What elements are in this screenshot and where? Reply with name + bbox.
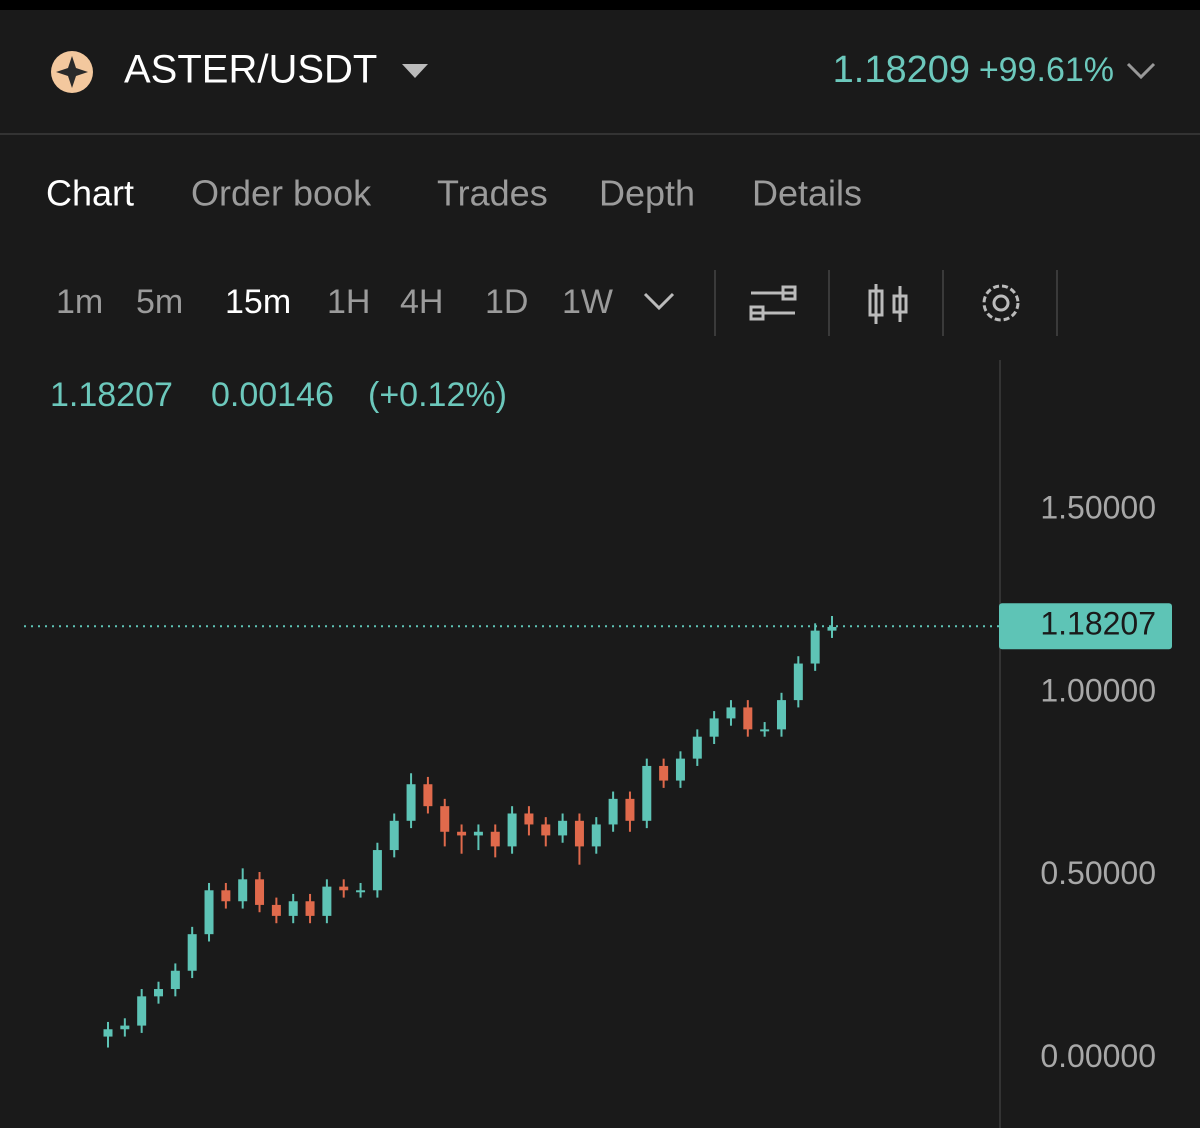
candle-body: [558, 820, 568, 836]
candle-body: [709, 718, 719, 737]
y-tick-label: 0.50000: [1040, 855, 1156, 891]
ohlc-change: 0.00146: [211, 376, 334, 414]
candle-body: [120, 1025, 130, 1030]
interval[interactable]: 1D: [485, 283, 528, 321]
candle-body: [103, 1029, 113, 1037]
candle-body: [793, 663, 803, 701]
interval[interactable]: 15m: [225, 283, 291, 321]
tab[interactable]: Depth: [599, 173, 695, 214]
candle-body: [574, 820, 584, 847]
interval[interactable]: 5m: [136, 283, 183, 321]
candle-body: [507, 813, 517, 847]
ohlc-close: 1.18207: [50, 376, 173, 414]
toolbar-separators: [714, 270, 1058, 336]
last-price-label: 1.18207: [1040, 606, 1156, 642]
candle-body: [255, 879, 265, 905]
candle-body: [760, 729, 770, 732]
y-tick-label: 1.50000: [1040, 489, 1156, 525]
candle-body: [406, 784, 416, 821]
candle-body: [170, 970, 180, 990]
candle-body: [776, 700, 786, 730]
settings-icon[interactable]: [982, 284, 1020, 322]
y-tick-label: 0.00000: [1040, 1038, 1156, 1074]
interval-bar: 1m 5m 15m 1H 4H 1D 1W: [56, 283, 613, 321]
candle-body: [389, 820, 399, 851]
candle-body: [675, 758, 685, 781]
interval[interactable]: 1m: [56, 283, 103, 321]
pair-dropdown[interactable]: [402, 64, 428, 78]
interval[interactable]: 4H: [400, 283, 443, 321]
candle-body: [642, 765, 652, 821]
candle-body: [322, 886, 332, 916]
candle-body: [810, 630, 820, 664]
tab[interactable]: Order book: [191, 173, 372, 214]
ohlc-change-pct: (+0.12%): [368, 376, 507, 414]
last-price: 1.18209: [833, 49, 970, 91]
tab[interactable]: Trades: [437, 173, 548, 214]
more-intervals[interactable]: [643, 292, 675, 311]
interval[interactable]: 1W: [562, 283, 613, 321]
candle-body: [608, 798, 618, 825]
candle-body: [457, 831, 467, 836]
tab[interactable]: Details: [752, 173, 862, 214]
candle-body: [154, 989, 164, 997]
tab[interactable]: Chart: [46, 173, 134, 214]
candle-body: [692, 736, 702, 759]
candle-body: [288, 901, 298, 916]
candle-body: [541, 824, 551, 836]
candle-body: [440, 806, 450, 832]
last-price-tag: [999, 603, 1172, 650]
status-bar: [0, 0, 1200, 10]
candle-body: [591, 824, 601, 847]
tab-bar: Chart Order book Trades Depth Details: [46, 173, 862, 214]
candle-body: [659, 765, 669, 781]
candle-body: [423, 784, 433, 807]
candle-body: [827, 626, 837, 631]
candle-body: [271, 904, 281, 916]
candle-body: [524, 813, 534, 825]
chart-type-icon[interactable]: [868, 284, 908, 324]
candle-body: [743, 707, 753, 730]
interval[interactable]: 1H: [327, 283, 370, 321]
candle-body: [238, 879, 248, 902]
expand-chevron[interactable]: [1126, 62, 1156, 80]
plot: 0.00000 0.50000 1.00000 1.50000 1.18207: [24, 489, 1172, 1074]
candle-body: [473, 831, 483, 836]
candle-body: [137, 996, 147, 1026]
candle-body: [187, 934, 197, 971]
candle-body: [339, 886, 349, 891]
candle-body: [221, 890, 231, 902]
price-change: +99.61%: [979, 51, 1114, 89]
candle-body: [204, 890, 214, 935]
pair-name[interactable]: ASTER/USDT: [124, 48, 377, 92]
candle-body: [625, 798, 635, 821]
coin-icon: [51, 51, 93, 93]
indicator-icon[interactable]: [749, 285, 797, 321]
y-tick-label: 1.00000: [1040, 672, 1156, 708]
candle-body: [356, 890, 366, 893]
candle-body: [305, 901, 315, 916]
candle-body: [490, 831, 500, 847]
candle-body: [726, 707, 736, 719]
candle-body: [372, 850, 382, 891]
